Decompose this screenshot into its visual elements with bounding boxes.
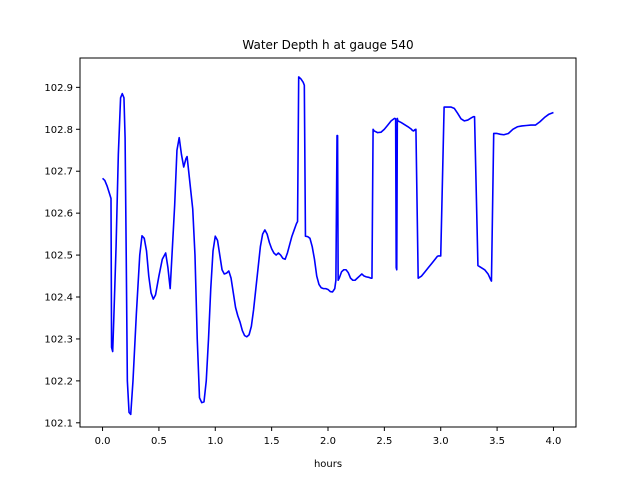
y-tick-label: 102.5 xyxy=(44,251,73,262)
x-tick-label: 3.5 xyxy=(489,436,505,447)
x-tick-label: 3.0 xyxy=(433,436,449,447)
x-tick-label: 1.5 xyxy=(264,436,280,447)
y-tick-label: 102.3 xyxy=(44,334,73,345)
y-axis: 102.1 102.2 102.3 102.4 102.5 102.6 102.7 102.8… xyxy=(44,83,80,429)
x-axis-label: hours xyxy=(314,459,342,470)
y-tick-label: 102.4 xyxy=(44,293,73,304)
plot-frame xyxy=(79,57,577,428)
y-tick-label: 102.2 xyxy=(44,376,73,387)
chart-title: Water Depth h at gauge 540 xyxy=(242,38,413,52)
water-depth-series-line xyxy=(102,76,554,416)
x-tick-label: 0.5 xyxy=(151,436,167,447)
x-axis: 0.0 0.5 1.0 1.5 2.0 2.5 3.0 3.5 4.0 xyxy=(95,427,562,447)
plot-area xyxy=(102,76,554,416)
x-tick-label: 1.0 xyxy=(207,436,223,447)
y-tick-label: 102.7 xyxy=(44,167,73,178)
x-tick-label: 4.0 xyxy=(546,436,562,447)
x-tick-label: 2.5 xyxy=(376,436,392,447)
x-tick-label: 2.0 xyxy=(320,436,336,447)
y-tick-label: 102.8 xyxy=(44,125,73,136)
y-tick-label: 102.1 xyxy=(44,418,73,429)
y-tick-label: 102.9 xyxy=(44,83,73,94)
x-tick-label: 0.0 xyxy=(95,436,111,447)
y-tick-label: 102.6 xyxy=(44,209,73,220)
